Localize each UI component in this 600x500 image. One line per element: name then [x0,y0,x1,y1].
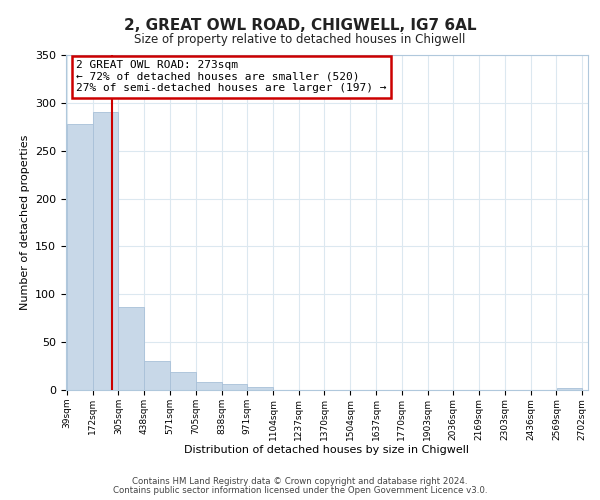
Text: 2, GREAT OWL ROAD, CHIGWELL, IG7 6AL: 2, GREAT OWL ROAD, CHIGWELL, IG7 6AL [124,18,476,32]
Text: Size of property relative to detached houses in Chigwell: Size of property relative to detached ho… [134,32,466,46]
Bar [196,382,221,390]
Bar [67,124,92,390]
Text: Contains public sector information licensed under the Open Government Licence v3: Contains public sector information licen… [113,486,487,495]
Bar [557,388,582,390]
Bar [93,112,118,390]
Text: 2 GREAT OWL ROAD: 273sqm
← 72% of detached houses are smaller (520)
27% of semi-: 2 GREAT OWL ROAD: 273sqm ← 72% of detach… [76,60,387,93]
Bar [144,362,170,390]
Text: Contains HM Land Registry data © Crown copyright and database right 2024.: Contains HM Land Registry data © Crown c… [132,477,468,486]
Bar [170,372,196,390]
Y-axis label: Number of detached properties: Number of detached properties [20,135,29,310]
X-axis label: Distribution of detached houses by size in Chigwell: Distribution of detached houses by size … [185,446,470,456]
Bar [221,384,247,390]
Bar [247,387,273,390]
Bar [118,306,144,390]
